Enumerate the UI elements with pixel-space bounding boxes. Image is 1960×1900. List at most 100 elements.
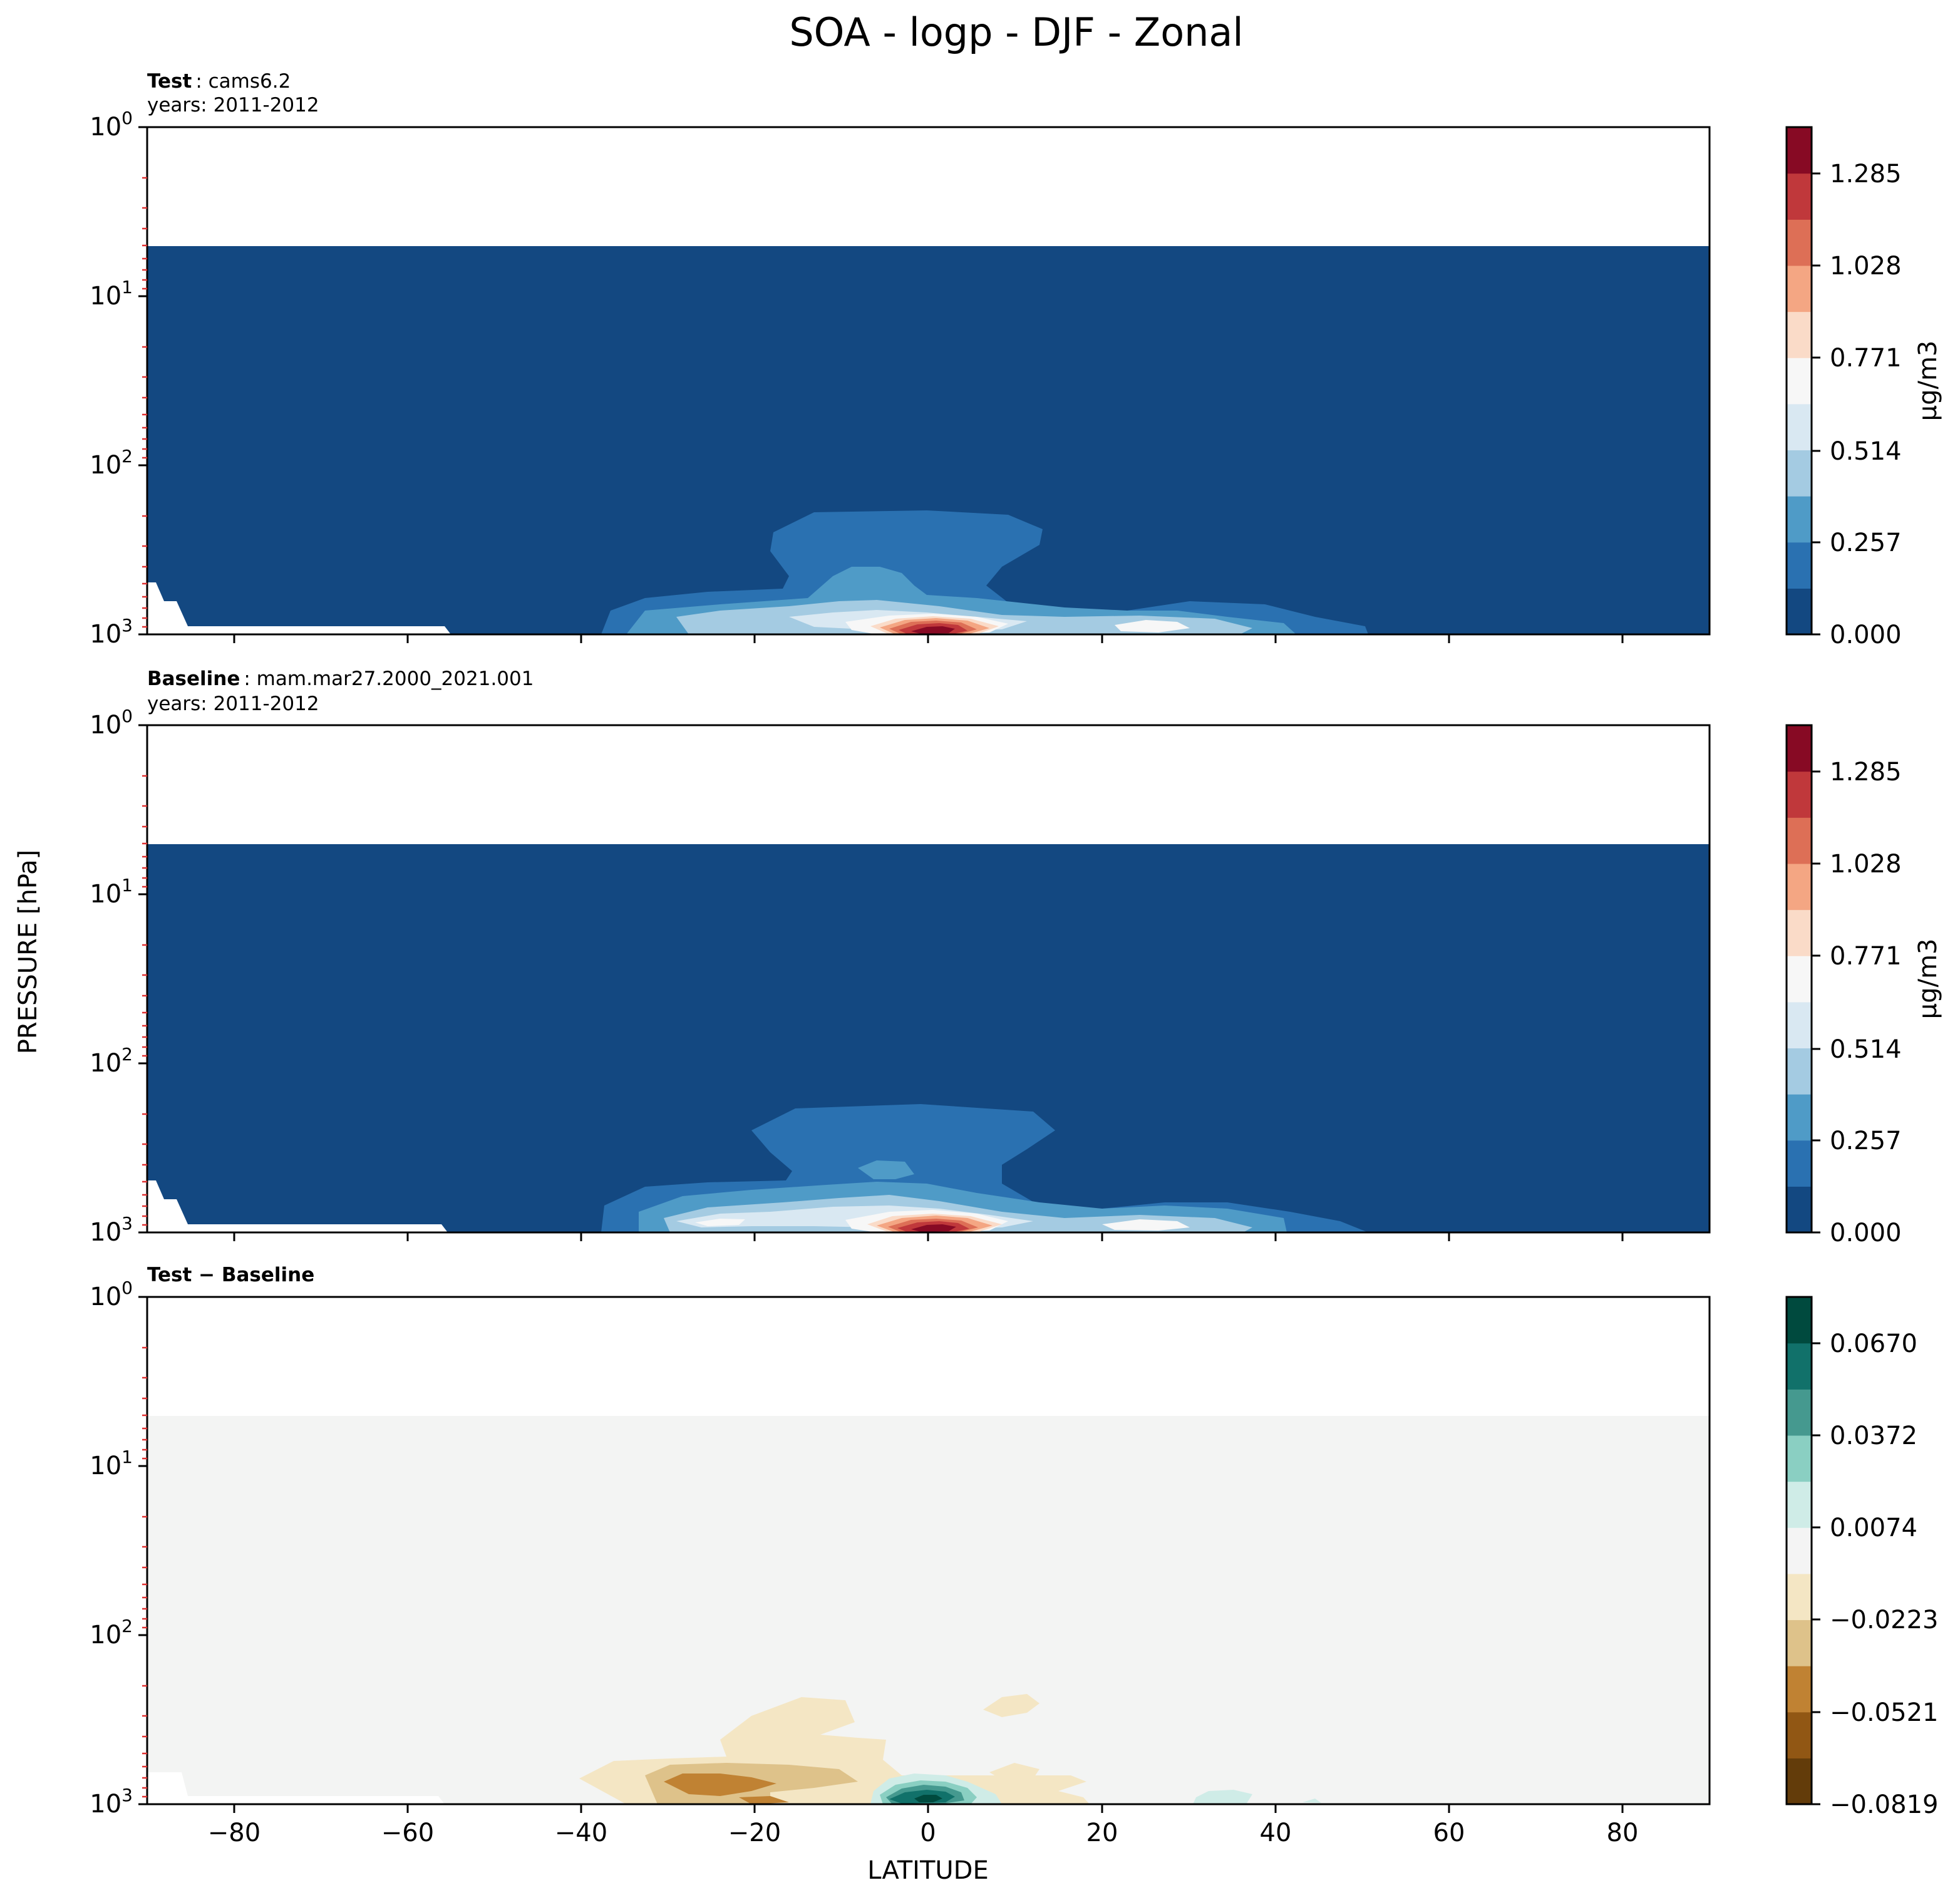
colorbar-swatch [1787,863,1812,911]
y-tick-label-1e0: 100 [90,706,133,740]
tick-labels: 100 101 102 103 [90,1278,133,1819]
panel-subtitle-baseline: years: 2011-2012 [147,693,319,715]
colorbar-swatch [1787,1527,1812,1574]
colorbar-swatch [1787,817,1812,864]
colorbar-tick-label: 0.771 [1830,344,1902,373]
colorbar-swatch [1787,1186,1812,1233]
colorbar-swatch [1787,1094,1812,1141]
panel-title-baseline: Baseline: mam.mar27.2000_2021.001 [147,668,534,690]
colorbar-swatch [1787,1001,1812,1049]
colorbar-tick-label: 0.0074 [1830,1514,1917,1542]
panel-title-difference: Test − Baseline [147,1264,314,1286]
colorbar-swatch [1787,1619,1812,1666]
y-tick-label-1e0: 100 [90,1278,133,1311]
colorbar-swatch [1787,1435,1812,1482]
colorbar-frame [1785,126,1813,636]
panel-subtitle-test: years: 2011-2012 [147,94,319,116]
x-tick-label: 40 [1260,1819,1292,1847]
colorbar-frame [1785,1296,1813,1805]
colorbar-label-baseline: μg/m3 [1914,939,1942,1020]
y-tick-label-1e3: 103 [90,615,133,649]
colorbar-tick-label: 0.771 [1830,942,1902,971]
colorbar-tick-labels: 0.000 0.257 0.514 0.771 1.028 1.285 [1830,758,1902,1247]
y-axis-test: 100 101 102 103 [90,108,147,649]
colorbar-swatch [1787,265,1812,312]
colorbar-tick-label: 1.028 [1830,252,1902,281]
major-ticks [138,724,147,1234]
colorbar-swatch [1787,725,1812,772]
x-tick-label: −80 [208,1819,260,1847]
missing-data-region [147,1180,448,1232]
x-tick-label: −60 [381,1819,434,1847]
colorbar-swatch [1787,219,1812,266]
colorbar-tick-label: 0.257 [1830,529,1902,557]
x-tick-labels: −80 −60 −40 −20 0 20 40 60 80 [208,1819,1639,1847]
level-fill-10 [911,626,955,634]
colorbar-ticks [1812,172,1820,636]
colorbar-swatch [1787,1343,1812,1390]
colorbar-tick-label: −0.0521 [1830,1698,1938,1727]
x-tick-label: 60 [1433,1819,1465,1847]
colorbar-swatch [1787,173,1812,220]
colorbar-swatch [1787,1048,1812,1095]
x-axis-difference: −80 −60 −40 −20 0 20 40 60 80 [208,1804,1639,1847]
panel-test: Test: cams6.2 years: 2011-2012 [90,70,1942,649]
colorbar-swatch [1787,311,1812,358]
minor-ticks [142,775,147,1226]
y-tick-label-1e1: 101 [90,277,133,311]
colorbar-baseline: 0.000 0.257 0.514 0.771 1.028 1.285 μg/m… [1785,724,1942,1247]
y-tick-label-1e1: 101 [90,875,133,909]
panel-title-bold-test: Test [147,70,192,93]
level-fill-neutral [147,1416,1710,1804]
level-fill-neg3 [664,1774,789,1804]
colorbar-swatch [1787,909,1812,956]
x-ticks-baseline [233,1232,1624,1241]
y-tick-label-1e3: 103 [90,1785,133,1819]
y-axis-baseline: 100 101 102 103 [90,706,147,1247]
colorbar-swatch [1787,1140,1812,1187]
colorbar-tick-label: 0.0670 [1830,1329,1917,1358]
x-ticks [233,1804,1624,1813]
colorbar-tick-label: 1.028 [1830,850,1902,879]
colorbar-frame [1785,724,1813,1234]
y-tick-label-1e2: 102 [90,1616,133,1650]
colorbar-ticks [1812,1342,1820,1805]
panel-title-rest-test: : cams6.2 [195,70,291,93]
x-tick-label: 80 [1607,1819,1639,1847]
colorbar-swatch [1787,771,1812,818]
y-axis-difference: 100 101 102 103 [90,1278,147,1819]
colorbar-tick-label: −0.0223 [1830,1606,1938,1634]
colorbar-swatch [1787,1712,1812,1758]
colorbar-swatch [1787,1481,1812,1528]
colorbar-test: 0.000 0.257 0.514 0.771 1.028 1.285 μg/m… [1785,126,1942,649]
level-fill-pos1 [870,1774,1321,1804]
tick-labels: 100 101 102 103 [90,706,133,1247]
colorbar-swatch [1787,403,1812,451]
contour-field-test [147,246,1710,634]
contour-field-difference [147,1416,1710,1804]
missing-data-region [147,582,451,634]
x-tick-label: 20 [1086,1819,1118,1847]
minor-ticks [142,177,147,628]
colorbar-swatch [1787,1389,1812,1436]
colorbar-swatch [1787,358,1812,405]
colorbar-tick-labels: 0.000 0.257 0.514 0.771 1.028 1.285 [1830,160,1902,649]
colorbar-swatch [1787,956,1812,1003]
panel-difference: Test − Baseline [90,1264,1938,1847]
major-ticks [138,1296,147,1805]
colorbar-swatch [1787,450,1812,497]
panel-baseline: Baseline: mam.mar27.2000_2021.001 years:… [90,668,1942,1247]
x-tick-label: 0 [920,1819,936,1847]
major-ticks [138,126,147,636]
colorbar-swatches [1787,127,1812,635]
panel-title-rest-baseline: : mam.mar27.2000_2021.001 [244,668,534,690]
colorbar-tick-label: 0.257 [1830,1127,1902,1155]
panel-title-bold-baseline: Baseline [147,668,240,690]
level-fill-pos5 [914,1795,942,1802]
figure-title: SOA - logp - DJF - Zonal [789,9,1243,55]
colorbar-tick-label: 0.514 [1830,1035,1902,1064]
colorbar-swatch [1787,1758,1812,1805]
colorbar-swatch [1787,588,1812,635]
x-tick-label: −40 [555,1819,607,1847]
